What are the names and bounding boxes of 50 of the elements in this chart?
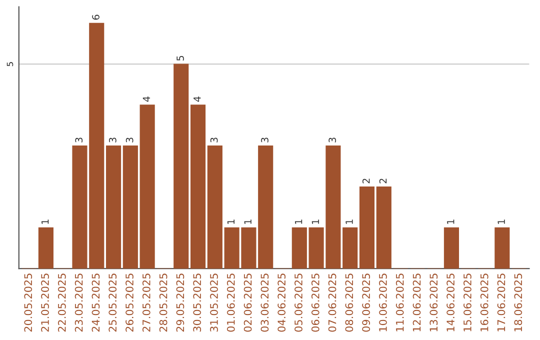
data-label: 3 [126, 138, 134, 142]
data-label: 1 [42, 220, 49, 224]
x-tick-label: 12.06.2025 [412, 274, 421, 332]
data-label: 4 [194, 96, 201, 102]
x-tick-label: 10.06.2025 [379, 274, 387, 332]
x-tick-label: 22.05.2025 [58, 274, 66, 332]
data-label: 3 [261, 138, 268, 142]
x-tick-label: 05.06.2025 [294, 274, 302, 332]
x-tick-label: 24.05.2025 [92, 274, 100, 332]
x-tick-label: 23.05.2025 [74, 274, 83, 332]
data-label: 1 [346, 220, 353, 224]
x-tick-label: 31.05.2025 [210, 274, 218, 332]
x-tick-label: 06.06.2025 [311, 274, 320, 332]
x-tick-label: 17.06.2025 [497, 274, 506, 332]
data-label: 3 [210, 138, 218, 142]
x-tick-label: 14.06.2025 [446, 274, 454, 332]
x-tick-label: 09.06.2025 [362, 274, 370, 332]
x-tick-label: 02.06.2025 [244, 274, 252, 332]
data-label: 1 [498, 220, 505, 224]
x-tick-label: 29.05.2025 [176, 274, 184, 332]
x-tick-label: 07.06.2025 [328, 274, 336, 332]
data-label: 2 [379, 178, 387, 184]
x-tick-label: 04.06.2025 [278, 274, 286, 332]
data-label: 6 [92, 14, 100, 20]
x-tick-label: 20.05.2025 [24, 274, 32, 332]
x-tick-label: 01.06.2025 [226, 274, 235, 332]
data-label: 4 [142, 96, 150, 102]
data-label: 1 [244, 220, 252, 224]
data-label: 1 [294, 220, 302, 224]
x-tick-label: 18.06.2025 [514, 274, 522, 332]
x-tick-label: 13.06.2025 [430, 274, 438, 332]
data-label: 3 [75, 138, 83, 142]
x-tick-label: 30.05.2025 [193, 274, 202, 332]
data-label: 3 [328, 138, 336, 142]
data-label: 1 [447, 220, 454, 224]
data-label: 1 [312, 220, 319, 224]
x-tick-label: 15.06.2025 [464, 274, 472, 332]
data-label: 3 [108, 138, 116, 142]
x-tick-label: 03.06.2025 [260, 274, 269, 332]
x-tick-label: 27.05.2025 [142, 274, 150, 332]
data-label: 1 [227, 220, 234, 224]
x-tick-label: 16.06.2025 [480, 274, 488, 332]
x-tick-label: 08.06.2025 [345, 274, 354, 332]
x-tick-label: 28.05.2025 [159, 274, 168, 332]
data-label: 2 [362, 178, 370, 184]
x-tick-label: 11.06.2025 [396, 274, 404, 332]
x-tick-label: 26.05.2025 [126, 274, 134, 332]
x-tick-label: 25.05.2025 [108, 274, 117, 332]
data-label: 5 [176, 56, 184, 61]
x-tick-label: 21.05.2025 [41, 274, 49, 332]
